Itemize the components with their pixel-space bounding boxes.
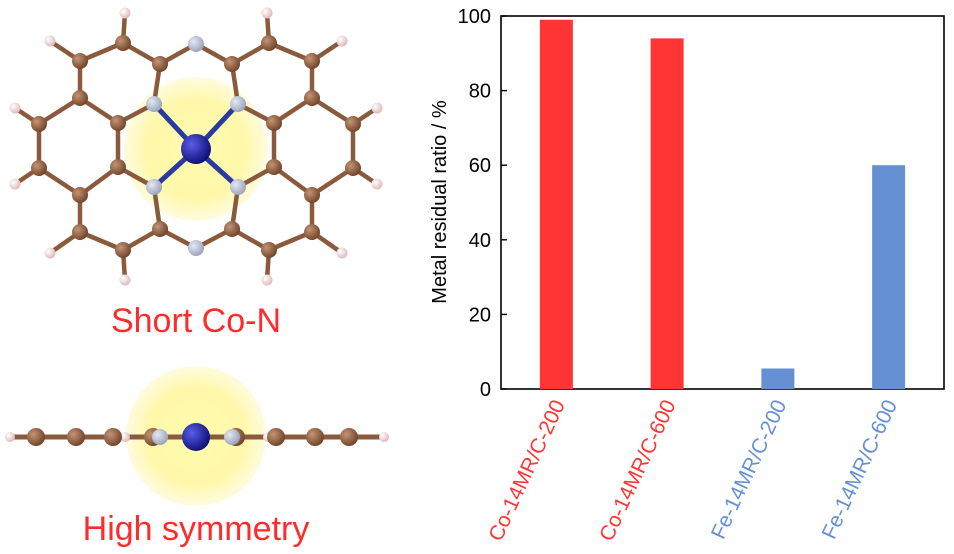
bar [872,165,906,389]
bond [36,165,83,198]
carbon-atom [72,224,88,240]
nitrogen-atom [224,429,240,445]
x-category-label: Fe-14MR/C-200 [707,396,791,542]
carbon-atom [110,115,126,131]
carbon-atom [115,35,131,51]
carbon-atom [104,428,122,446]
carbon-atom [266,159,282,175]
carbon-atom [115,242,131,258]
carbon-atom [224,221,240,237]
carbon-atom [304,53,320,69]
y-tick-label: 0 [480,379,491,401]
carbon-atom [345,160,361,176]
molecule-top-view [9,7,383,286]
molecule-atoms [9,7,383,286]
carbon-atom [261,35,277,51]
x-category-label: Fe-14MR/C-600 [818,396,902,542]
bar [539,19,573,389]
side-view-atoms [5,423,389,451]
nitrogen-atom [188,36,204,52]
x-axis-labels: Co-14MR/C-200 Co-14MR/C-600 Fe-14MR/C-200 F… [484,396,902,544]
carbon-atom [31,160,47,176]
hydrogen-atom [379,432,389,442]
hydrogen-atom [336,247,348,259]
hydrogen-atom [9,178,21,190]
x-category-label: Co-14MR/C-200 [484,396,569,544]
hydrogen-atom [119,274,131,286]
carbon-atom [152,221,168,237]
hydrogen-atom [44,35,56,47]
y-axis-ticks: 0 20 40 60 80 100 [458,6,507,401]
carbon-atom [72,187,88,203]
bars [539,19,906,389]
y-tick-label: 100 [458,6,491,28]
carbon-atom [306,428,324,446]
carbon-atom [266,115,282,131]
carbon-atom [261,242,277,258]
bar-chart: 0 20 40 60 80 100 Co-14MR/C-200 Co-14MR/C-600 F… [429,6,945,545]
carbon-atom [67,428,85,446]
carbon-atom [72,53,88,69]
cobalt-atom [182,423,210,451]
hydrogen-atom [9,102,21,114]
cobalt-atom [181,134,211,164]
hydrogen-atom [261,274,273,286]
molecule-side-view [5,366,389,506]
plot-frame [500,15,945,390]
bond [36,95,83,127]
hydrogen-atom [261,7,273,19]
hydrogen-atom [120,432,130,442]
carbon-atom [304,187,320,203]
x-category-label: Co-14MR/C-600 [595,396,680,544]
bar [761,368,795,389]
carbon-atom [304,224,320,240]
y-axis-title: Metal residual ratio / % [429,100,451,304]
carbon-atom [152,56,168,72]
carbon-atom [31,116,47,132]
carbon-atom [340,428,358,446]
top-caption: Short Co-N [111,302,281,340]
carbon-atom [304,90,320,106]
bond [309,165,356,198]
hydrogen-atom [119,7,131,19]
nitrogen-atom [230,96,246,112]
carbon-atom [27,428,45,446]
carbon-atom [224,56,240,72]
nitrogen-atom [188,240,204,256]
nitrogen-atom [230,179,246,195]
nitrogen-atom [146,96,162,112]
bottom-caption: High symmetry [83,510,310,548]
carbon-atom [72,90,88,106]
carbon-atom [267,428,285,446]
hydrogen-atom [371,102,383,114]
hydrogen-atom [44,247,56,259]
carbon-atom [345,116,361,132]
hydrogen-atom [371,178,383,190]
y-tick-label: 20 [469,304,491,326]
nitrogen-atom [146,179,162,195]
nitrogen-atom [152,429,168,445]
carbon-atom [110,159,126,175]
y-tick-label: 80 [469,81,491,103]
y-tick-label: 40 [469,230,491,252]
hydrogen-atom [336,35,348,47]
y-tick-label: 60 [469,155,491,177]
hydrogen-atom [5,432,15,442]
bond [309,95,356,127]
bar [650,38,684,389]
